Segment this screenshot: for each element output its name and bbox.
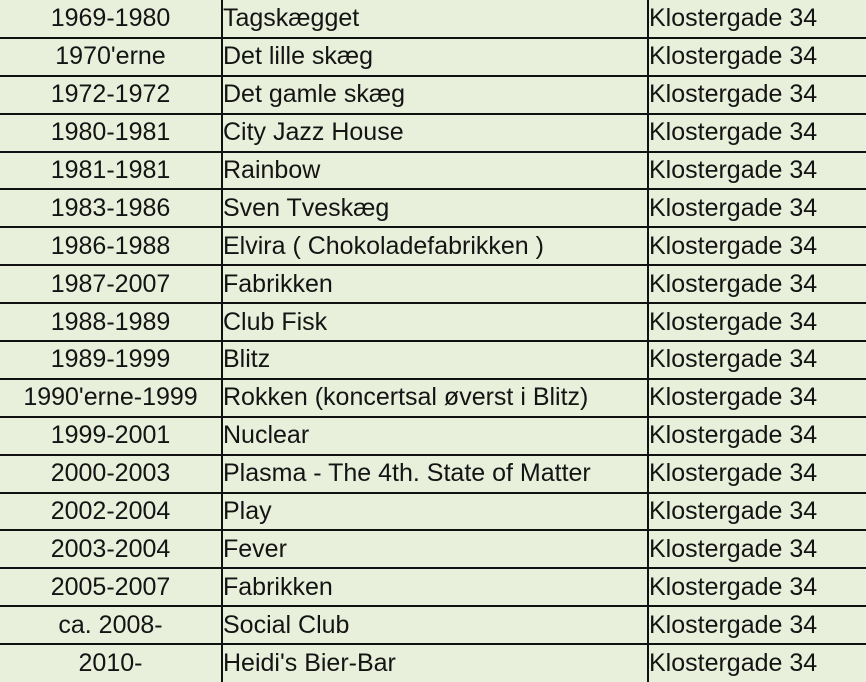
table-row: 1987-2007 Fabrikken Klostergade 34 bbox=[0, 264, 866, 305]
cell-address: Klostergade 34 bbox=[648, 150, 866, 191]
cell-name: Tagskægget bbox=[222, 0, 649, 39]
cell-address: Klostergade 34 bbox=[648, 529, 866, 570]
cell-name: Det lille skæg bbox=[222, 36, 649, 77]
cell-name: Social Club bbox=[222, 605, 649, 646]
cell-name: Fabrikken bbox=[222, 264, 649, 305]
table-row: 1980-1981 City Jazz House Klostergade 34 bbox=[0, 112, 866, 153]
cell-name: Sven Tveskæg bbox=[222, 188, 649, 229]
cell-name: Elvira ( Chokoladefabrikken ) bbox=[222, 226, 649, 267]
cell-period: ca. 2008- bbox=[0, 605, 223, 646]
cell-name: Rokken (koncertsal øverst i Blitz) bbox=[222, 377, 649, 418]
cell-name: Rainbow bbox=[222, 150, 649, 191]
cell-period: 1986-1988 bbox=[0, 226, 223, 267]
cell-address: Klostergade 34 bbox=[648, 605, 866, 646]
cell-period: 1980-1981 bbox=[0, 112, 223, 153]
cell-address: Klostergade 34 bbox=[648, 36, 866, 77]
cell-period: 2000-2003 bbox=[0, 453, 223, 494]
table-row: 1990'erne-1999 Rokken (koncertsal øverst … bbox=[0, 377, 866, 418]
cell-period: 1990'erne-1999 bbox=[0, 377, 223, 418]
table-row: ca. 2008- Social Club Klostergade 34 bbox=[0, 605, 866, 646]
cell-period: 1999-2001 bbox=[0, 415, 223, 456]
cell-address: Klostergade 34 bbox=[648, 226, 866, 267]
cell-name: Blitz bbox=[222, 340, 649, 380]
cell-name: Fabrikken bbox=[222, 567, 649, 608]
table-row: 1988-1989 Club Fisk Klostergade 34 bbox=[0, 302, 866, 343]
cell-period: 2002-2004 bbox=[0, 491, 223, 532]
cell-address: Klostergade 34 bbox=[648, 188, 866, 229]
cell-period: 1988-1989 bbox=[0, 302, 223, 343]
cell-address: Klostergade 34 bbox=[648, 643, 866, 682]
table-row: 1970'erne Det lille skæg Klostergade 34 bbox=[0, 36, 866, 77]
cell-period: 2010- bbox=[0, 643, 223, 682]
cell-address: Klostergade 34 bbox=[648, 112, 866, 153]
cell-period: 1972-1972 bbox=[0, 74, 223, 115]
table-row: 2000-2003 Plasma - The 4th. State of Matt… bbox=[0, 453, 866, 494]
cell-name: City Jazz House bbox=[222, 112, 649, 153]
table-row: 1969-1980 Tagskægget Klostergade 34 bbox=[0, 0, 866, 39]
table-row: 1981-1981 Rainbow Klostergade 34 bbox=[0, 150, 866, 191]
cell-period: 2005-2007 bbox=[0, 567, 223, 608]
cell-name: Nuclear bbox=[222, 415, 649, 456]
cell-address: Klostergade 34 bbox=[648, 377, 866, 418]
table-row: 1972-1972 Det gamle skæg Klostergade 34 bbox=[0, 74, 866, 115]
table-row: 2010- Heidi's Bier-Bar Klostergade 34 bbox=[0, 643, 866, 682]
cell-address: Klostergade 34 bbox=[648, 415, 866, 456]
cell-name: Det gamle skæg bbox=[222, 74, 649, 115]
cell-address: Klostergade 34 bbox=[648, 302, 866, 343]
table-row: 2003-2004 Fever Klostergade 34 bbox=[0, 529, 866, 570]
cell-name: Plasma - The 4th. State of Matter bbox=[222, 453, 649, 494]
cell-period: 1989-1999 bbox=[0, 340, 223, 380]
table-row: 1989-1999 Blitz Klostergade 34 bbox=[0, 340, 866, 380]
cell-period: 1981-1981 bbox=[0, 150, 223, 191]
table-row: 1999-2001 Nuclear Klostergade 34 bbox=[0, 415, 866, 456]
cell-period: 2003-2004 bbox=[0, 529, 223, 570]
cell-period: 1970'erne bbox=[0, 36, 223, 77]
cell-name: Heidi's Bier-Bar bbox=[222, 643, 649, 682]
cell-name: Play bbox=[222, 491, 649, 532]
table-row: 2002-2004 Play Klostergade 34 bbox=[0, 491, 866, 532]
cell-address: Klostergade 34 bbox=[648, 567, 866, 608]
cell-address: Klostergade 34 bbox=[648, 264, 866, 305]
cell-address: Klostergade 34 bbox=[648, 453, 866, 494]
cell-address: Klostergade 34 bbox=[648, 491, 866, 532]
cell-period: 1987-2007 bbox=[0, 264, 223, 305]
cell-period: 1983-1986 bbox=[0, 188, 223, 229]
cell-address: Klostergade 34 bbox=[648, 74, 866, 115]
cell-name: Club Fisk bbox=[222, 302, 649, 343]
cell-period: 1969-1980 bbox=[0, 0, 223, 39]
table-row: 1983-1986 Sven Tveskæg Klostergade 34 bbox=[0, 188, 866, 229]
cell-address: Klostergade 34 bbox=[648, 0, 866, 39]
table-row: 1986-1988 Elvira ( Chokoladefabrikken ) Kl… bbox=[0, 226, 866, 267]
cell-name: Fever bbox=[222, 529, 649, 570]
cell-address: Klostergade 34 bbox=[648, 340, 866, 380]
table-row: 2005-2007 Fabrikken Klostergade 34 bbox=[0, 567, 866, 608]
